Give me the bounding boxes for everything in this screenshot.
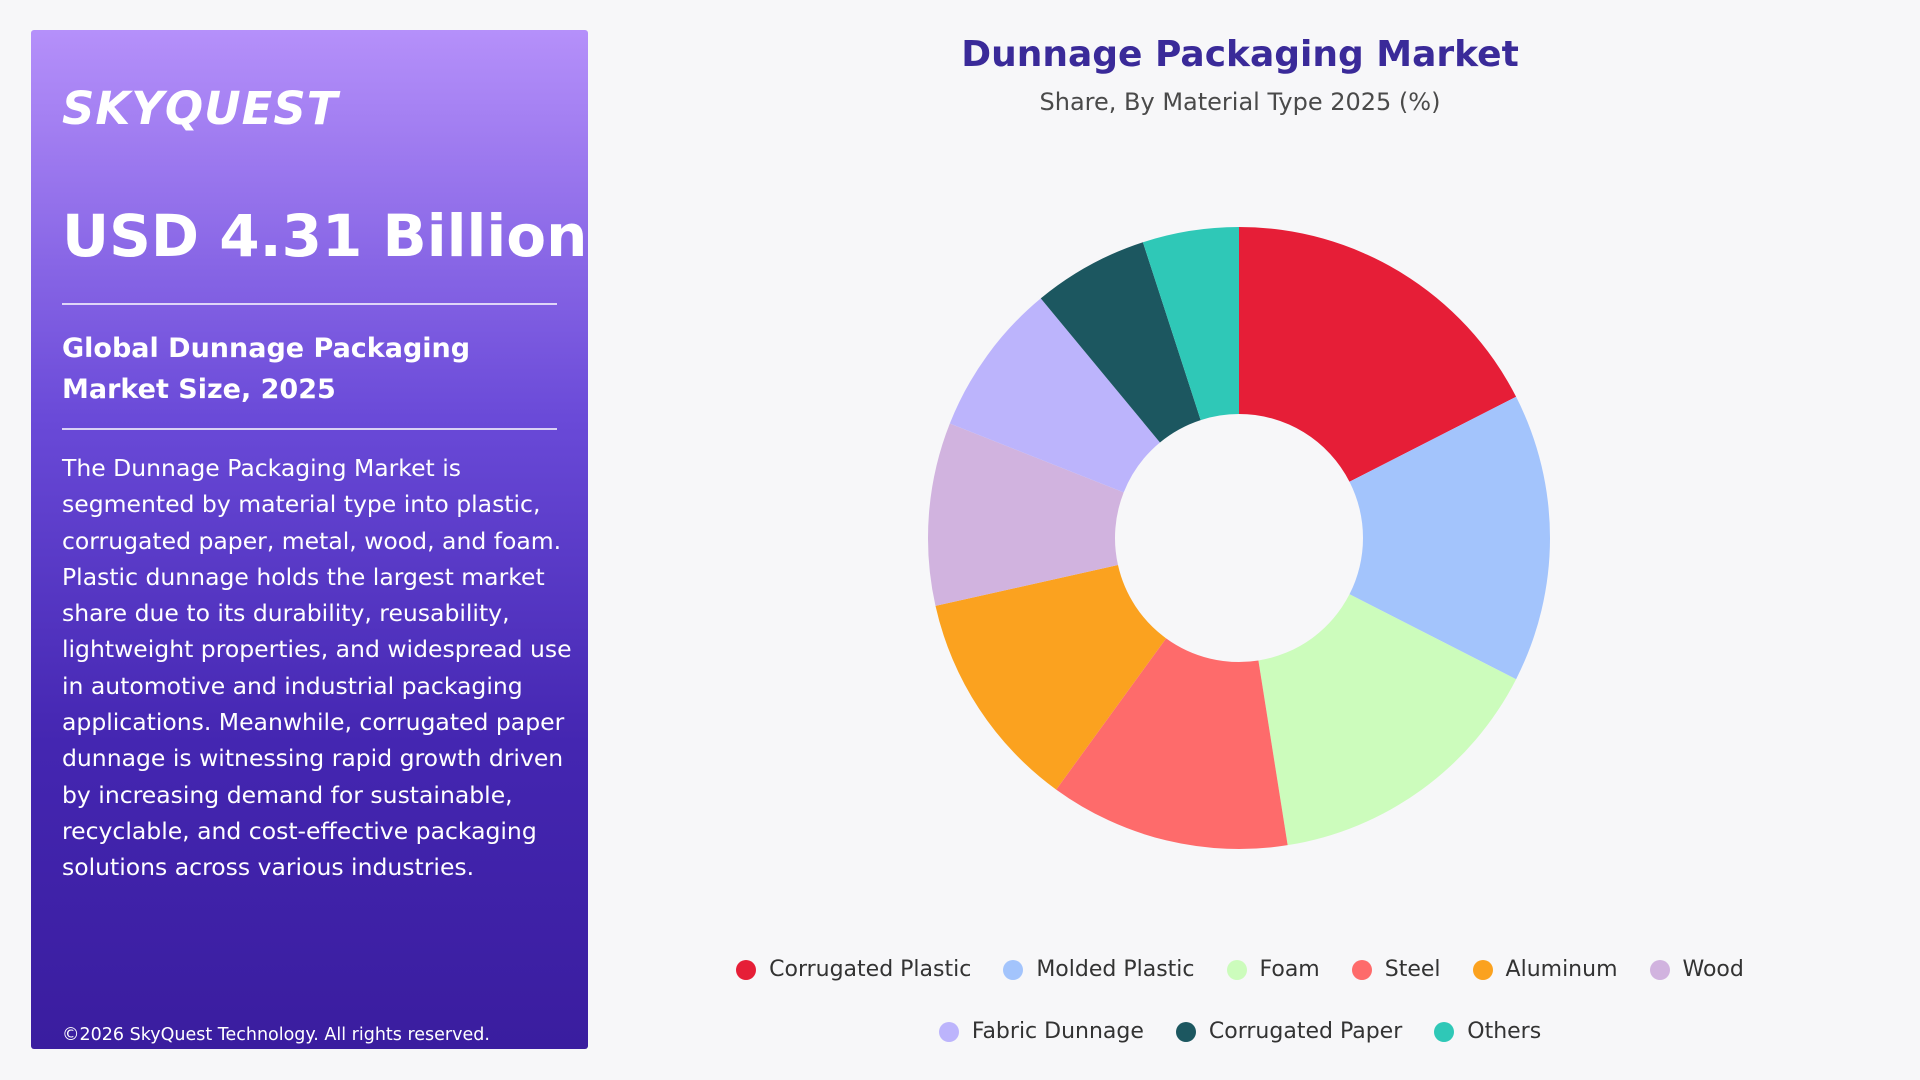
legend-label: Corrugated Plastic xyxy=(769,957,972,982)
legend-swatch xyxy=(1351,959,1372,980)
legend-swatch xyxy=(736,959,757,980)
legend-label: Wood xyxy=(1682,957,1744,982)
legend-item: Others xyxy=(1434,1019,1541,1044)
legend-row: Fabric Dunnage Corrugated Paper Others xyxy=(640,1019,1840,1044)
summary-panel: SKYQUEST USD 4.31 Billion Global Dunnage… xyxy=(31,30,588,1049)
legend-label: Aluminum xyxy=(1505,957,1618,982)
legend-row: Corrugated Plastic Molded Plastic Foam Stee… xyxy=(640,957,1840,982)
legend-swatch xyxy=(1472,959,1493,980)
copyright-text: ©2026 SkyQuest Technology. All rights re… xyxy=(62,1025,490,1045)
legend-label: Molded Plastic xyxy=(1036,957,1195,982)
legend-swatch xyxy=(1003,959,1024,980)
legend-label: Steel xyxy=(1384,957,1441,982)
donut-slice-corrugated-plastic xyxy=(1239,227,1517,482)
donut-slice-fabric-dunnage xyxy=(949,298,1160,493)
chart-subtitle: Share, By Material Type 2025 (%) xyxy=(1039,88,1441,116)
legend-swatch xyxy=(938,1021,959,1042)
legend-item: Aluminum xyxy=(1472,957,1618,982)
legend-label: Foam xyxy=(1259,957,1320,982)
donut-slice-molded-plastic xyxy=(1349,396,1550,680)
legend-label: Fabric Dunnage xyxy=(971,1019,1144,1044)
donut-slice-foam xyxy=(1258,594,1517,846)
donut-slice-wood xyxy=(928,423,1124,606)
legend-swatch xyxy=(1175,1021,1196,1042)
donut-slice-aluminum xyxy=(935,565,1167,790)
legend-item: Steel xyxy=(1351,957,1441,982)
legend-label: Others xyxy=(1467,1019,1542,1044)
market-description: The Dunnage Packaging Market is segmente… xyxy=(62,454,572,882)
market-value: USD 4.31 Billion xyxy=(62,202,588,270)
legend-item: Molded Plastic xyxy=(1003,957,1195,982)
donut-slice-corrugated-paper xyxy=(1040,242,1201,443)
donut-slice-others xyxy=(1142,227,1239,421)
donut-slice-steel xyxy=(1056,638,1288,849)
legend-item: Corrugated Paper xyxy=(1175,1019,1403,1044)
legend-item: Corrugated Plastic xyxy=(736,957,971,982)
chart-title: Dunnage Packaging Market xyxy=(961,34,1519,75)
legend-swatch xyxy=(1434,1021,1455,1042)
legend-swatch xyxy=(1226,959,1247,980)
legend-item: Wood xyxy=(1649,957,1744,982)
skyquest-logo: SKYQUEST xyxy=(62,82,339,135)
legend-swatch xyxy=(1649,959,1670,980)
legend-label: Corrugated Paper xyxy=(1208,1019,1403,1044)
legend-item: Foam xyxy=(1226,957,1320,982)
divider xyxy=(62,303,557,305)
divider xyxy=(62,428,557,430)
legend-item: Fabric Dunnage xyxy=(938,1019,1144,1044)
market-size-label: Global Dunnage Packaging Market Size, 20… xyxy=(62,333,471,405)
